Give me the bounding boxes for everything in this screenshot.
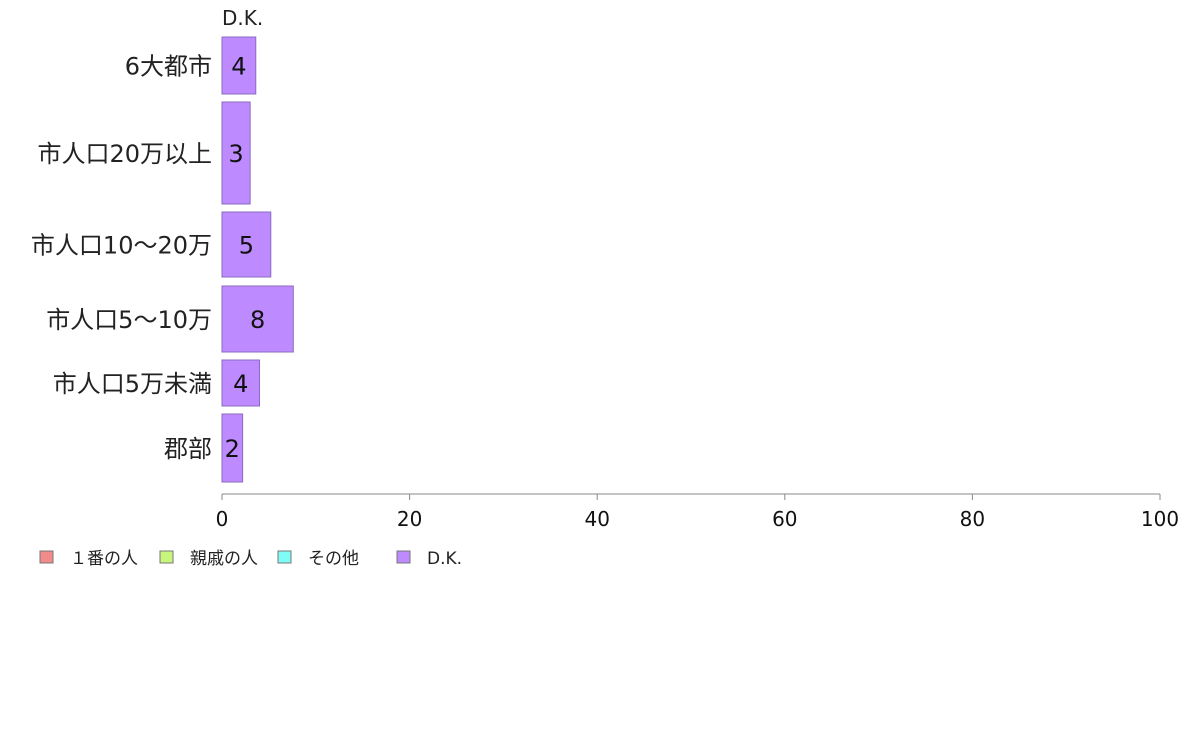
category-label: 市人口10～20万 [31,232,212,260]
legend-swatch [159,550,174,564]
category-label: 6大都市 [125,53,212,81]
legend: １番の人 親戚の人 その他 D.K. [39,549,462,569]
bar-value-label: 5 [239,232,254,260]
bar-value-label: 4 [231,53,246,81]
legend-label: その他 [308,549,359,569]
x-tick-label: 60 [772,507,797,531]
bar-value-label: 3 [228,140,243,168]
bar-value-label: 2 [225,435,240,463]
x-tick-label: 0 [216,507,229,531]
bar-4-4 [221,285,294,353]
x-tick-label: 20 [397,507,422,531]
bar-4-3 [221,211,272,278]
x-tick-label: 100 [1141,507,1179,531]
category-label: 郡部 [164,435,212,463]
bar-value-label: 8 [250,306,265,334]
series-top-label: D.K. [222,6,263,30]
category-label: 市人口20万以上 [37,140,212,168]
category-label: 市人口5～10万 [46,306,212,334]
bar-value-label: 4 [233,370,248,398]
category-label: 市人口5万未満 [53,370,212,398]
legend-label: D.K. [427,549,462,569]
bar-4-2 [221,101,251,205]
legend-swatch [396,550,411,564]
legend-swatch [39,550,54,564]
bar-4-5 [221,359,261,407]
x-axis-ticks-group: 0 20 40 60 80 100 [216,494,1179,531]
legend-swatch [277,550,292,564]
bar-4-6 [221,413,244,483]
x-tick-label: 80 [960,507,985,531]
value-labels-group: 4 3 5 8 4 2 [225,53,266,464]
bar-4-1 [221,36,257,95]
legend-label: １番の人 [70,549,138,569]
legend-label: 親戚の人 [190,549,258,569]
bars-group [221,36,294,483]
x-tick-label: 40 [584,507,609,531]
